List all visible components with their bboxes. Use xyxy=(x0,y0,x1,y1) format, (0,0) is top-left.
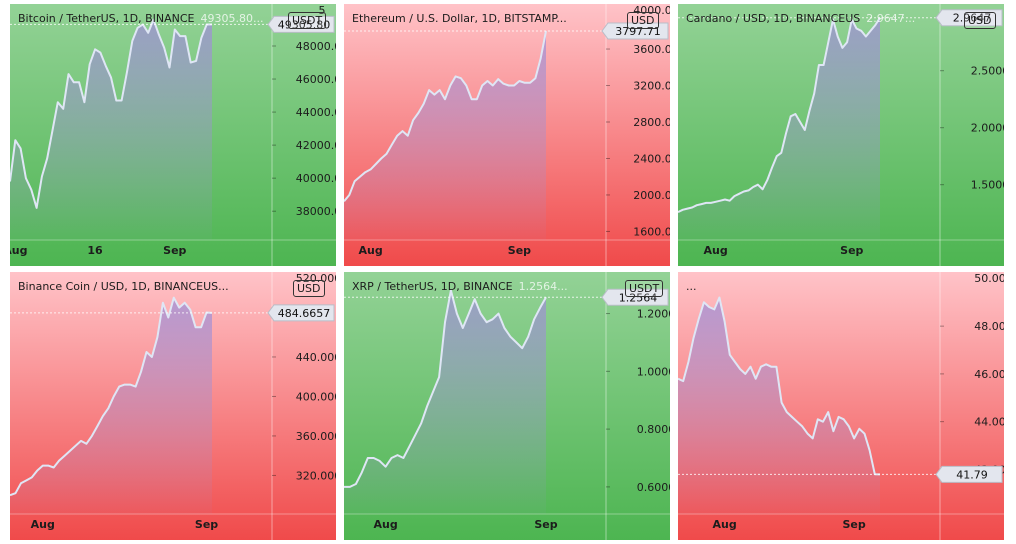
last-value-label: 1.2564... xyxy=(518,280,568,293)
last-value-label: 2.9647... xyxy=(866,12,916,25)
currency-badge[interactable]: USDT xyxy=(288,12,327,29)
y-tick-label: 0.6000 xyxy=(637,481,670,494)
chart-svg: 1.2000 1.0000 0.8000 0.6000 1.2564 Aug Sep xyxy=(344,272,670,540)
panel-title: Bitcoin / TetherUS, 1D, BINANCE 49305.80.… xyxy=(18,12,264,25)
x-tick-label: Aug xyxy=(703,244,727,257)
currency-badge[interactable]: USD xyxy=(964,12,996,29)
x-tick-label: Sep xyxy=(508,244,531,257)
y-tick-label: 46.00 xyxy=(974,368,1004,381)
y-tick-label: 3200.00 xyxy=(633,80,670,93)
last-price-badge-label: 2.9647 xyxy=(953,12,992,25)
chart-panel-6[interactable]: 48.0046.0044.0042.0050.0041.79AugSep ... xyxy=(678,272,1004,540)
x-tick-label: Aug xyxy=(10,244,27,257)
symbol-title: Bitcoin / TetherUS, 1D, BINANCE xyxy=(18,12,195,25)
last-price-badge-label: 1.2564 xyxy=(619,291,658,304)
x-tick-label: Sep xyxy=(163,244,186,257)
chart-svg: 440.0000 400.0000 360.0000 320.0000 520.0000… xyxy=(10,272,336,540)
series-area xyxy=(678,17,880,241)
y-tick-label: 0.8000 xyxy=(637,423,670,436)
x-tick-label: Aug xyxy=(373,518,397,531)
y-tick-label: 2.5000 xyxy=(971,65,1004,78)
y-tick-label: 320.0000 xyxy=(296,469,336,482)
chart-svg: 48000.00 46000.00 44000.00 42000.00 40000.00… xyxy=(10,4,336,266)
panel-title: Binance Coin / USD, 1D, BINANCEUS... xyxy=(18,280,235,293)
chart-panel-eth[interactable]: 3600.00 3200.00 2800.00 2400.00 2000.00 1600.… xyxy=(344,4,670,266)
y-tick-label: 1.5000 xyxy=(971,179,1004,192)
y-tick-label: 440.0000 xyxy=(296,351,336,364)
x-tick-label: Aug xyxy=(358,244,382,257)
y-tick-label: 38000.00 xyxy=(296,205,336,218)
y-tick-label: 1600.00 xyxy=(633,225,670,238)
last-price-badge xyxy=(601,22,669,40)
y-tick-label: 46000.00 xyxy=(296,73,336,86)
x-tick-label: Aug xyxy=(713,518,737,531)
last-price-badge-label: 484.6657 xyxy=(278,307,331,320)
series-line xyxy=(344,289,547,488)
chart-panel-bnb[interactable]: 440.0000 400.0000 360.0000 320.0000 520.0000… xyxy=(10,272,336,540)
last-price-badge xyxy=(935,9,1003,27)
y-tick-label: 44.00 xyxy=(974,416,1004,429)
currency-badge[interactable]: USD xyxy=(627,12,659,29)
y-tick-label: 2400.00 xyxy=(633,152,670,165)
chart-svg: 3600.00 3200.00 2800.00 2400.00 2000.00 1600.… xyxy=(344,4,670,266)
y-tick-label: 360.0000 xyxy=(296,430,336,443)
chart-panel-ada[interactable]: 2.5000 2.0000 1.5000 2.9647 Aug Sep Cardano /… xyxy=(678,4,1004,266)
chart-panel-xrp[interactable]: 1.2000 1.0000 0.8000 0.6000 1.2564 Aug Sep XRP… xyxy=(344,272,670,540)
y-tick-label: 2800.00 xyxy=(633,116,670,129)
y-tick-label: 2000.00 xyxy=(633,189,670,202)
y-tick-label-top: 5 xyxy=(319,4,326,17)
y-tick-label: 42000.00 xyxy=(296,139,336,152)
series-line xyxy=(10,18,213,209)
series-line xyxy=(10,296,213,497)
panel-title: Cardano / USD, 1D, BINANCEUS 2.9647... xyxy=(686,12,915,25)
x-tick-label: Sep xyxy=(842,518,865,531)
chart-svg: 2.5000 2.0000 1.5000 2.9647 Aug Sep xyxy=(678,4,1004,266)
y-tick-label: 1.2000 xyxy=(637,308,670,321)
x-tick-label: Sep xyxy=(195,518,218,531)
symbol-title: Ethereum / U.S. Dollar, 1D, BITSTAMP... xyxy=(352,12,567,25)
last-price-badge xyxy=(935,465,1003,483)
symbol-title: ... xyxy=(686,280,697,293)
last-price-badge xyxy=(267,304,335,322)
currency-badge[interactable]: USD xyxy=(293,280,325,297)
x-tick-label: Sep xyxy=(840,244,863,257)
last-price-badge xyxy=(601,288,669,306)
panel-title: XRP / TetherUS, 1D, BINANCE 1.2564... xyxy=(352,280,568,293)
y-tick-label-top: 4000.00 xyxy=(633,4,670,17)
last-value-label: 49305.80... xyxy=(200,12,264,25)
panel-title: ... xyxy=(686,280,703,293)
y-tick-label: 1.0000 xyxy=(637,365,670,378)
y-tick-label: 48000.00 xyxy=(296,40,336,53)
series-line xyxy=(344,30,547,202)
x-tick-label: Aug xyxy=(31,518,55,531)
x-tick-label: 16 xyxy=(87,244,103,257)
series-line xyxy=(678,296,881,476)
symbol-title: Binance Coin / USD, 1D, BINANCEUS... xyxy=(18,280,229,293)
y-tick-label: 400.0000 xyxy=(296,390,336,403)
currency-badge[interactable]: USDT xyxy=(625,280,664,297)
chart-panel-btc[interactable]: 48000.00 46000.00 44000.00 42000.00 40000.00… xyxy=(10,4,336,266)
x-tick-label: Sep xyxy=(534,518,557,531)
y-tick-label: 3600.00 xyxy=(633,43,670,56)
y-tick-label: 2.0000 xyxy=(971,122,1004,135)
y-tick-label-top: 520.0000 xyxy=(296,272,336,285)
y-tick-label: 48.00 xyxy=(974,320,1004,333)
symbol-title: XRP / TetherUS, 1D, BINANCE xyxy=(352,280,513,293)
series-area xyxy=(344,290,546,514)
last-price-badge-label: 41.79 xyxy=(956,468,988,481)
symbol-title: Cardano / USD, 1D, BINANCEUS xyxy=(686,12,861,25)
series-area xyxy=(10,19,212,240)
y-tick-label: 40000.00 xyxy=(296,172,336,185)
y-tick-label-top: 50.00 xyxy=(974,272,1004,285)
series-line xyxy=(678,17,881,213)
panel-title: Ethereum / U.S. Dollar, 1D, BITSTAMP... xyxy=(352,12,573,25)
y-tick-label: 44000.00 xyxy=(296,106,336,119)
